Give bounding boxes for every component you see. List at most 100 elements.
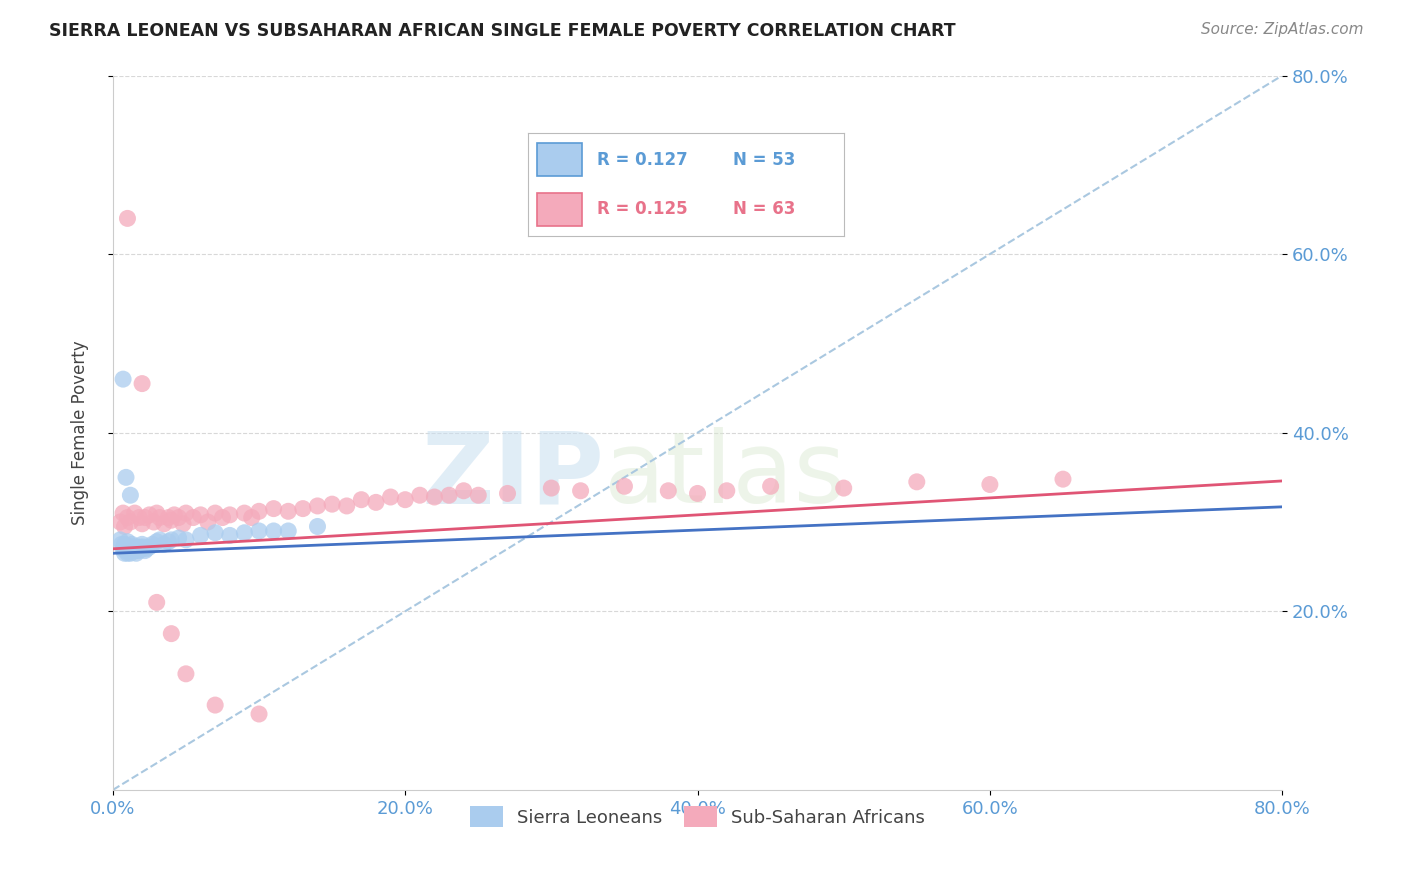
Point: [117, 541, 139, 556]
Point: [204, 506, 226, 520]
Text: SIERRA LEONEAN VS SUBSAHARAN AFRICAN SINGLE FEMALE POVERTY CORRELATION CHART: SIERRA LEONEAN VS SUBSAHARAN AFRICAN SIN…: [49, 22, 956, 40]
Point: [336, 499, 359, 513]
Point: [128, 510, 150, 524]
Point: [112, 372, 135, 386]
Point: [120, 488, 142, 502]
Point: [124, 543, 146, 558]
Point: [120, 541, 142, 556]
Point: [117, 540, 139, 554]
Point: [233, 525, 256, 540]
Point: [181, 510, 204, 524]
Point: [277, 524, 299, 538]
Point: [190, 528, 212, 542]
Point: [160, 626, 183, 640]
Point: [204, 698, 226, 712]
Point: [153, 537, 176, 551]
Point: [131, 516, 153, 531]
Point: [134, 543, 156, 558]
Point: [145, 595, 167, 609]
Point: [108, 533, 131, 547]
Point: [437, 488, 460, 502]
Point: [117, 211, 139, 226]
Point: [114, 546, 136, 560]
Point: [120, 515, 142, 529]
Point: [190, 508, 212, 522]
Point: [122, 541, 145, 556]
Point: [121, 543, 143, 558]
Point: [167, 510, 190, 524]
Point: [657, 483, 679, 498]
Point: [149, 533, 172, 547]
Point: [686, 486, 709, 500]
Point: [759, 479, 782, 493]
Point: [134, 510, 156, 524]
Point: [291, 501, 314, 516]
Point: [157, 510, 180, 524]
Point: [277, 504, 299, 518]
Point: [145, 506, 167, 520]
Point: [233, 506, 256, 520]
Point: [124, 540, 146, 554]
Point: [172, 516, 194, 531]
Point: [141, 537, 163, 551]
Point: [111, 537, 134, 551]
Point: [263, 524, 285, 538]
Point: [540, 481, 562, 495]
Point: [453, 483, 475, 498]
Point: [160, 513, 183, 527]
Text: ZIP: ZIP: [422, 427, 605, 524]
Point: [240, 510, 263, 524]
Point: [132, 540, 155, 554]
Point: [135, 541, 157, 556]
Point: [380, 490, 402, 504]
Point: [145, 534, 167, 549]
Point: [124, 541, 146, 556]
Point: [112, 506, 135, 520]
Text: Source: ZipAtlas.com: Source: ZipAtlas.com: [1201, 22, 1364, 37]
Point: [174, 666, 197, 681]
Point: [153, 516, 176, 531]
Point: [218, 528, 240, 542]
Point: [167, 531, 190, 545]
Point: [423, 490, 446, 504]
Point: [163, 508, 186, 522]
Point: [115, 543, 138, 558]
Point: [157, 534, 180, 549]
Point: [307, 519, 329, 533]
Point: [905, 475, 928, 489]
Point: [218, 508, 240, 522]
Point: [117, 534, 139, 549]
Point: [716, 483, 738, 498]
Point: [114, 537, 136, 551]
Point: [129, 540, 152, 554]
Point: [112, 541, 135, 556]
Point: [496, 486, 519, 500]
Point: [138, 508, 160, 522]
Point: [131, 541, 153, 556]
Point: [394, 492, 416, 507]
Point: [204, 525, 226, 540]
Point: [125, 546, 148, 560]
Point: [120, 546, 142, 560]
Text: atlas: atlas: [605, 427, 845, 524]
Point: [174, 533, 197, 547]
Point: [128, 541, 150, 556]
Point: [263, 501, 285, 516]
Point: [114, 519, 136, 533]
Point: [569, 483, 592, 498]
Point: [307, 499, 329, 513]
Point: [247, 706, 270, 721]
Point: [131, 376, 153, 391]
Point: [409, 488, 432, 502]
Point: [160, 533, 183, 547]
Y-axis label: Single Female Poverty: Single Female Poverty: [72, 341, 89, 525]
Point: [174, 506, 197, 520]
Point: [127, 540, 149, 554]
Point: [131, 537, 153, 551]
Point: [364, 495, 387, 509]
Point: [467, 488, 489, 502]
Point: [247, 504, 270, 518]
Point: [124, 506, 146, 520]
Point: [118, 543, 141, 558]
Point: [211, 510, 233, 524]
